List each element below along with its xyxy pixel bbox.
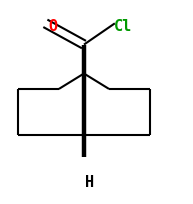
Text: O: O: [48, 19, 58, 34]
Text: H: H: [85, 174, 94, 189]
Text: Cl: Cl: [113, 19, 132, 34]
